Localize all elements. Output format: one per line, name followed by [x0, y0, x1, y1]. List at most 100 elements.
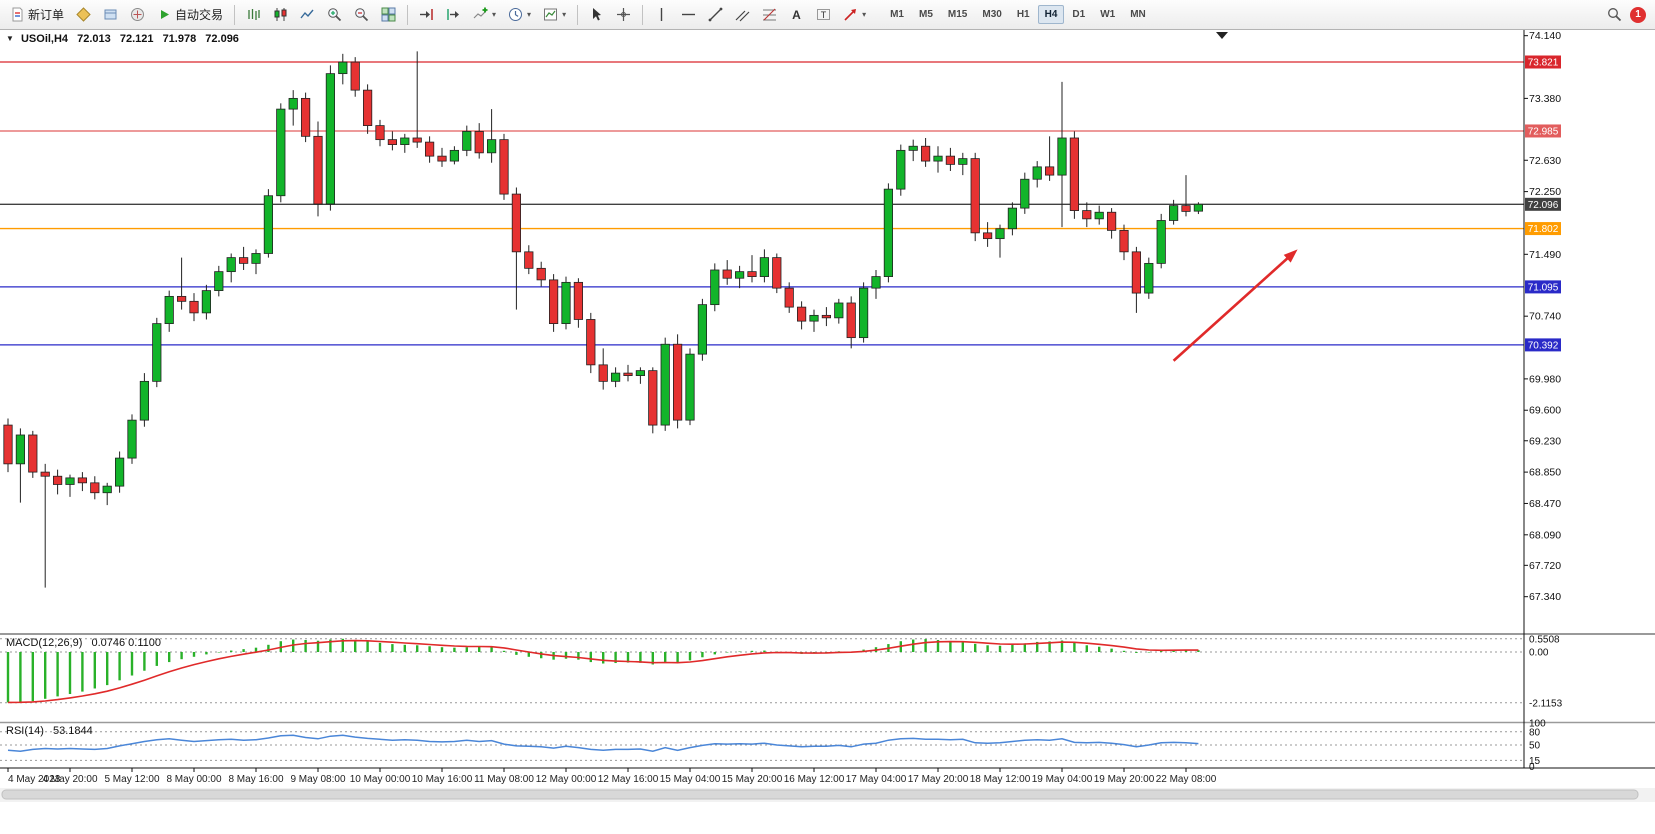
svg-text:68.090: 68.090: [1529, 529, 1561, 541]
text-button[interactable]: A: [784, 2, 809, 28]
vertical-line-icon: [654, 7, 669, 22]
chart-shift-icon: [446, 7, 461, 22]
chart-shift-button[interactable]: [441, 2, 466, 28]
indicators-icon: [473, 7, 488, 22]
auto-scroll-button[interactable]: [414, 2, 439, 28]
chevron-down-icon: ▾: [492, 10, 497, 19]
periods-button[interactable]: ▾: [503, 2, 536, 28]
chevron-down-icon: ▾: [862, 10, 867, 19]
main-toolbar: 新订单 自动交易: [0, 0, 1655, 30]
svg-text:17 May 04:00: 17 May 04:00: [846, 774, 907, 785]
svg-text:69.980: 69.980: [1529, 373, 1561, 385]
navigator-icon: [130, 7, 145, 22]
chevron-down-icon: ▾: [562, 10, 567, 19]
indicators-button[interactable]: ▾: [468, 2, 501, 28]
cursor-arrow-icon: [589, 7, 604, 22]
collapse-triangle-icon[interactable]: ▼: [6, 34, 14, 43]
timeframe-button-M1[interactable]: M1: [890, 9, 904, 20]
price-badges: 73.821 72.985 72.096 71.802 71.095 70.392: [1525, 55, 1561, 352]
svg-text:15: 15: [1529, 756, 1541, 767]
svg-text:71.802: 71.802: [1528, 224, 1559, 235]
horizontal-level-lines[interactable]: [0, 61, 1524, 346]
new-order-button[interactable]: 新订单: [5, 2, 69, 28]
auto-trading-label: 自动交易: [175, 8, 224, 22]
horizontal-scrollbar-thumb[interactable]: [1, 789, 1639, 800]
svg-text:72.096: 72.096: [1528, 200, 1559, 211]
svg-text:0.5508: 0.5508: [1529, 634, 1560, 645]
zoom-out-button[interactable]: [349, 2, 374, 28]
svg-text:16 May 12:00: 16 May 12:00: [784, 774, 845, 785]
svg-text:17 May 20:00: 17 May 20:00: [908, 774, 969, 785]
templates-button[interactable]: ▾: [538, 2, 571, 28]
search-icon[interactable]: [1607, 7, 1622, 22]
svg-text:72.985: 72.985: [1528, 126, 1559, 137]
trend-arrow-annotation[interactable]: [1172, 249, 1298, 362]
cursor-button[interactable]: [584, 2, 609, 28]
crosshair-button[interactable]: [611, 2, 636, 28]
svg-text:A: A: [792, 8, 801, 22]
auto-trading-button[interactable]: 自动交易: [152, 2, 228, 28]
svg-text:100: 100: [1529, 719, 1546, 730]
macd-signal-line: [7, 639, 1199, 704]
svg-text:0: 0: [1529, 762, 1535, 773]
svg-text:67.720: 67.720: [1529, 560, 1561, 572]
current-bar-marker-icon: [1216, 32, 1228, 39]
tile-windows-button[interactable]: [376, 2, 401, 28]
equidistant-channel-button[interactable]: [730, 2, 755, 28]
auto-scroll-icon: [419, 7, 434, 22]
timeframe-button-MN[interactable]: MN: [1130, 9, 1146, 20]
timeframe-button-H4[interactable]: H4: [1037, 5, 1065, 24]
text-icon: A: [789, 7, 804, 22]
rsi-line: [7, 734, 1199, 752]
svg-text:71.095: 71.095: [1528, 282, 1559, 293]
svg-text:18 May 12:00: 18 May 12:00: [970, 774, 1031, 785]
timeframe-button-D1[interactable]: D1: [1072, 9, 1086, 20]
timeframe-button-M30[interactable]: M30: [982, 9, 1002, 20]
candlestick-series: [3, 51, 1203, 588]
notification-badge[interactable]: 1: [1630, 6, 1646, 23]
svg-text:12 May 16:00: 12 May 16:00: [598, 774, 659, 785]
text-label-button[interactable]: T: [811, 2, 836, 28]
svg-text:73.380: 73.380: [1529, 93, 1561, 105]
price-badge: [1525, 280, 1561, 294]
zoom-in-icon: [327, 7, 342, 22]
svg-text:74.140: 74.140: [1529, 30, 1561, 42]
timeframe-group: M1 M5 M15 M30 H1 H4 D1 W1 MN: [883, 5, 1153, 24]
svg-text:22 May 08:00: 22 May 08:00: [1156, 774, 1217, 785]
candlestick-chart-button[interactable]: [268, 2, 293, 28]
svg-text:8 May 00:00: 8 May 00:00: [166, 774, 221, 785]
data-window-icon: [103, 7, 118, 22]
price-badge: [1525, 55, 1561, 69]
timeframe-button-M15[interactable]: M15: [947, 9, 968, 20]
market-watch-button[interactable]: [71, 2, 96, 28]
svg-text:0.00: 0.00: [1529, 648, 1549, 659]
timeframe-button-H1[interactable]: H1: [1016, 9, 1030, 20]
horizontal-line-button[interactable]: [676, 2, 701, 28]
trendline-button[interactable]: [703, 2, 728, 28]
toolbar-separator: [407, 4, 409, 25]
zoom-out-icon: [354, 7, 369, 22]
bar-chart-button[interactable]: [241, 2, 266, 28]
price-badge: [1525, 124, 1561, 138]
line-chart-button[interactable]: [295, 2, 320, 28]
fibonacci-button[interactable]: [757, 2, 782, 28]
svg-text:12 May 00:00: 12 May 00:00: [536, 774, 597, 785]
svg-text:69.230: 69.230: [1529, 435, 1561, 447]
zoom-in-button[interactable]: [322, 2, 347, 28]
data-window-button[interactable]: [98, 2, 123, 28]
arrows-shapes-button[interactable]: ▾: [838, 2, 871, 28]
timeframe-button-W1[interactable]: W1: [1100, 9, 1116, 20]
svg-text:4 May 2023: 4 May 2023: [8, 774, 61, 785]
svg-text:5 May 12:00: 5 May 12:00: [104, 774, 159, 785]
svg-text:72.630: 72.630: [1529, 155, 1561, 167]
text-label-icon: T: [816, 7, 831, 22]
vertical-line-button[interactable]: [649, 2, 674, 28]
navigator-button[interactable]: [125, 2, 150, 28]
svg-text:73.821: 73.821: [1528, 58, 1559, 69]
auto-trading-play-icon: [157, 7, 172, 22]
svg-text:69.600: 69.600: [1529, 405, 1561, 417]
fibonacci-icon: [762, 7, 777, 22]
timeframe-button-M5[interactable]: M5: [919, 9, 933, 20]
